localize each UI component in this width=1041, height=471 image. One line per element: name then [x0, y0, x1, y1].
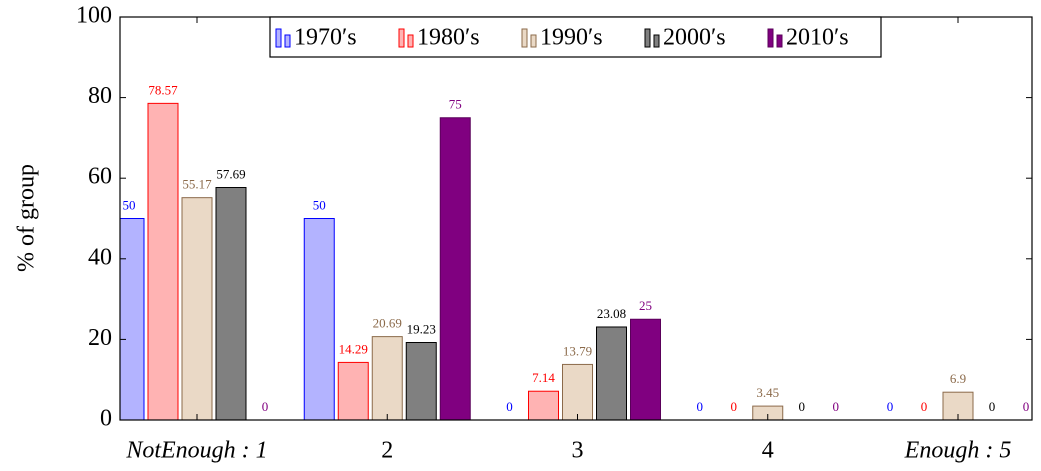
value-label: 0	[887, 399, 894, 414]
y-tick-label: 60	[88, 164, 112, 190]
value-label: 13.79	[563, 343, 592, 358]
value-label: 6.9	[950, 371, 966, 386]
x-tick-label: 2	[381, 438, 393, 464]
value-label: 0	[921, 399, 928, 414]
value-label: 50	[313, 197, 326, 212]
legend-swatch	[521, 28, 528, 48]
x-tick-label: Enough : 5	[904, 438, 1012, 464]
bar	[405, 342, 437, 420]
bar	[630, 318, 661, 420]
bar	[181, 197, 213, 420]
value-label: 14.29	[339, 341, 368, 356]
value-label: 23.08	[597, 306, 626, 321]
legend-swatch	[275, 28, 282, 48]
value-label: 3.45	[756, 385, 779, 400]
value-label: 57.69	[216, 166, 245, 181]
bar	[120, 218, 145, 420]
bar	[215, 187, 247, 420]
bar	[303, 218, 335, 420]
bar	[371, 336, 403, 420]
value-label: 0	[833, 399, 840, 414]
y-tick-label: 20	[88, 325, 112, 351]
legend-swatch	[653, 34, 660, 48]
legend-label: 2000′s	[663, 25, 726, 51]
legend-swatch	[398, 28, 405, 48]
legend-swatch	[284, 34, 291, 48]
value-label: 7.14	[532, 370, 555, 385]
x-tick-label: NotEnough : 1	[125, 438, 267, 464]
value-label: 19.23	[407, 321, 436, 336]
legend-label: 1970′s	[294, 25, 357, 51]
y-tick-label: 0	[100, 406, 112, 432]
legend-swatch	[776, 34, 783, 48]
legend-swatch	[530, 34, 537, 48]
legend-swatch	[644, 28, 651, 48]
value-label: 75	[449, 97, 462, 112]
value-label: 0	[799, 399, 806, 414]
bar	[528, 390, 559, 420]
bar	[147, 102, 179, 420]
y-tick-label: 40	[88, 244, 112, 270]
value-label: 78.57	[148, 82, 178, 97]
value-label: 50	[123, 197, 136, 212]
legend-swatch	[407, 34, 414, 48]
value-label: 20.69	[373, 316, 402, 331]
bar	[439, 117, 471, 420]
x-tick-label: 3	[572, 438, 584, 464]
value-label: 0	[731, 399, 738, 414]
value-label: 0	[697, 399, 704, 414]
value-label: 0	[989, 399, 996, 414]
plot-frame	[119, 16, 1033, 421]
y-axis-label: % of group	[14, 164, 40, 272]
value-label: 25	[639, 298, 652, 313]
y-tick-label: 80	[88, 83, 112, 109]
bars	[120, 102, 974, 420]
legend-label: 1980′s	[417, 25, 480, 51]
legend-label: 2010′s	[786, 25, 849, 51]
legend-swatch	[767, 28, 774, 48]
y-tick-label: 100	[76, 3, 112, 29]
value-label: 55.17	[182, 177, 212, 192]
legend-label: 1990′s	[540, 25, 603, 51]
value-label: 0	[506, 399, 513, 414]
value-label: 0	[262, 399, 269, 414]
bar	[337, 361, 369, 420]
value-label: 0	[1023, 399, 1030, 414]
x-tick-label: 4	[762, 438, 774, 464]
bar	[562, 363, 593, 420]
bar	[596, 326, 627, 420]
